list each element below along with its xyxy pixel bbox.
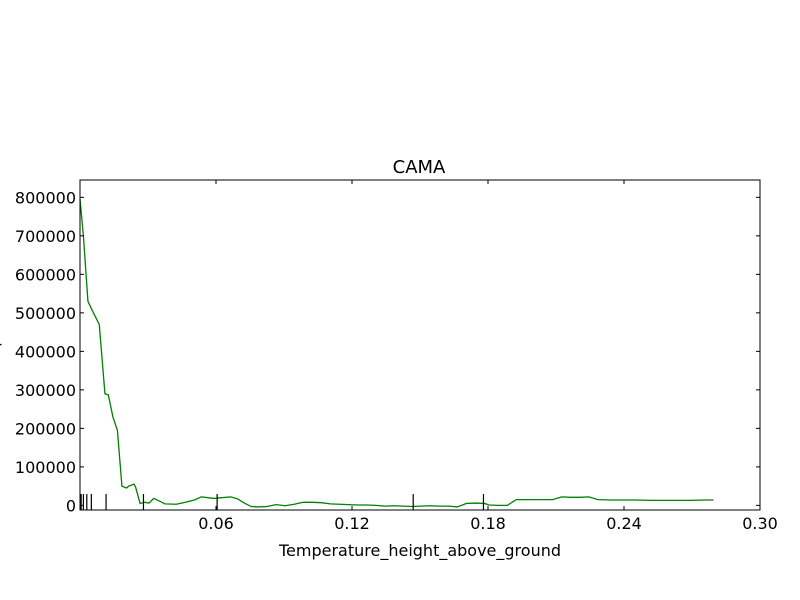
y-tick-label: 0 <box>66 496 76 515</box>
x-tick-label: 0.06 <box>198 514 234 533</box>
y-tick-label: 600000 <box>15 265 76 284</box>
rug-layer <box>80 494 485 510</box>
x-axis-label: Temperature_height_above_ground <box>278 541 561 561</box>
y-tick-label: 100000 <box>15 458 76 477</box>
tick-layer: 0.06 0.12 0.18 0.24 0.30 0 100000 200000 300000 4… <box>15 180 778 533</box>
y-axis-label-group: Partial dependence <box>0 268 2 422</box>
y-tick-label: 500000 <box>15 304 76 323</box>
y-tick-label: 700000 <box>15 227 76 246</box>
y-tick-label: 200000 <box>15 419 76 438</box>
y-tick-label: 300000 <box>15 381 76 400</box>
chart-title: CAMA <box>393 157 446 178</box>
y-axis-label: Partial dependence <box>0 268 2 422</box>
y-tick-label: 400000 <box>15 342 76 361</box>
series-line-0 <box>79 199 714 508</box>
x-tick-label: 0.18 <box>470 514 506 533</box>
x-tick-label: 0.30 <box>742 514 778 533</box>
x-tick-label: 0.24 <box>606 514 642 533</box>
x-tick-label: 0.12 <box>334 514 370 533</box>
series-layer <box>79 199 714 508</box>
y-tick-label: 800000 <box>15 188 76 207</box>
plot-frame <box>79 179 761 511</box>
